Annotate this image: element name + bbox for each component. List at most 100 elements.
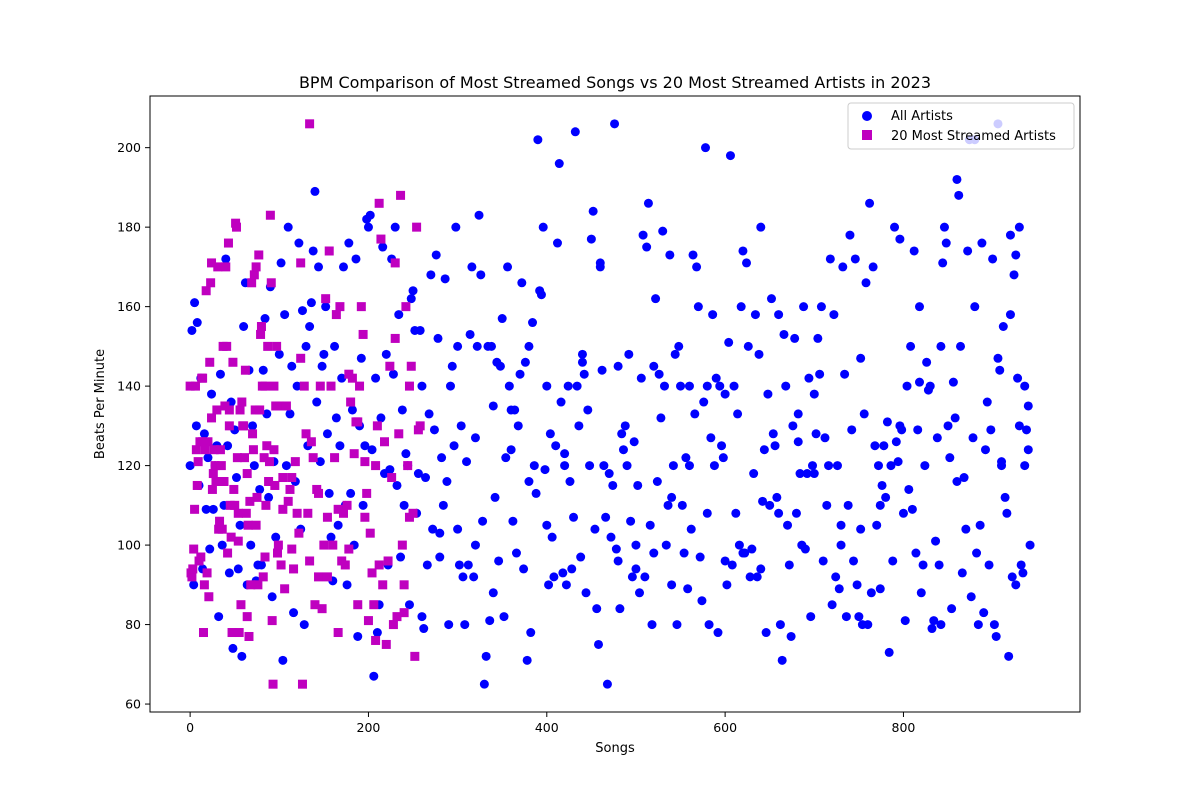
data-point [240,365,250,375]
data-point [353,600,363,610]
data-point [287,361,297,371]
data-point [294,238,304,248]
data-point [560,449,570,459]
data-point [1011,250,1021,260]
data-point [262,441,272,451]
data-point [360,512,370,522]
data-point [916,588,926,598]
data-point [403,461,413,471]
data-point [242,469,252,479]
data-point [954,190,964,200]
data-point [188,564,198,574]
data-point [522,655,532,665]
data-point [204,592,214,602]
data-point [629,437,639,447]
data-point [576,552,586,562]
data-point [499,612,509,622]
data-point [267,616,277,626]
data-point [936,620,946,630]
data-point [599,461,609,471]
data-point [904,484,914,494]
data-point [276,258,286,268]
data-point [207,484,217,494]
x-tick-label: 200 [357,720,381,735]
data-point [863,620,873,630]
data-point [749,469,759,479]
data-point [333,504,343,514]
data-point [310,600,320,610]
data-point [244,631,254,641]
data-point [809,469,819,479]
y-tick-label: 80 [125,617,141,632]
data-point [278,504,288,514]
data-point [285,409,295,419]
data-point [399,608,409,618]
data-point [412,222,422,232]
data-point [1014,222,1024,232]
data-point [804,373,814,383]
data-point [1023,401,1033,411]
data-point [233,564,243,574]
data-point [699,397,709,407]
data-point [701,143,711,153]
data-point [984,560,994,570]
data-point [672,620,682,630]
data-point [428,524,438,534]
data-point [617,429,627,439]
data-point [890,222,900,232]
data-point [392,480,402,490]
data-point [517,278,527,288]
data-point [950,413,960,423]
y-tick-label: 100 [117,538,141,553]
data-point [210,461,220,471]
legend-box [847,102,1075,150]
data-point [449,441,459,451]
data-point [809,389,819,399]
data-point [877,480,887,490]
data-point [258,365,268,375]
data-point [704,620,714,630]
data-point [1005,310,1015,320]
data-point [563,381,573,391]
data-point [898,508,908,518]
data-point [642,242,652,252]
data-point [569,512,579,522]
data-point [725,151,735,161]
data-point [193,457,203,467]
data-point [495,361,505,371]
data-point [190,298,200,308]
data-point [381,349,391,359]
x-tick-label: 400 [535,720,559,735]
data-point [252,492,262,502]
data-point [738,246,748,256]
data-point [808,461,818,471]
data-point [358,500,368,510]
data-point [825,254,835,264]
data-point [376,234,386,244]
data-point [399,500,409,510]
data-point [234,628,244,638]
data-point [977,238,987,248]
data-point [1020,381,1030,391]
data-point [717,441,727,451]
data-point [265,210,275,220]
data-point [702,381,712,391]
data-point [643,198,653,208]
data-point [961,524,971,534]
data-point [264,476,274,486]
data-point [943,421,953,431]
data-point [422,560,432,570]
data-point [772,492,782,502]
data-point [269,445,279,455]
data-point [945,453,955,463]
data-point [902,381,912,391]
data-point [597,365,607,375]
data-point [743,341,753,351]
data-point [911,548,921,558]
data-point [322,512,332,522]
data-point [371,461,381,471]
data-point [736,302,746,312]
data-point [431,250,441,260]
data-point [444,620,454,630]
data-point [239,421,249,431]
